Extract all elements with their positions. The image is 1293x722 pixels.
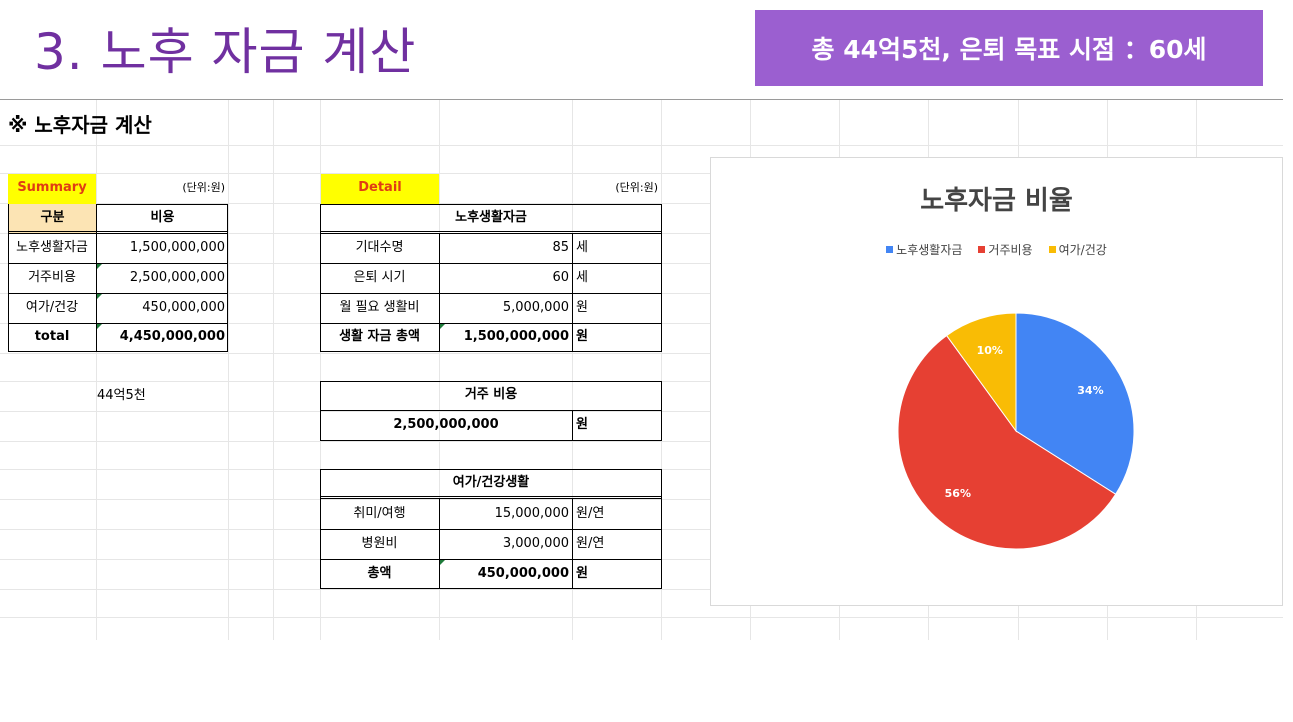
summary-label: Summary (8, 174, 96, 204)
leisure-row-name: 병원비 (361, 536, 398, 551)
leisure-row-value: 3,000,000 (502, 536, 569, 551)
summary-row-name: 노후생활자금 (16, 240, 88, 255)
pie-data-label: 10% (977, 344, 1003, 357)
living-total-value: 1,500,000,000 (463, 329, 569, 344)
pie-slice-여가/건강 (945, 312, 1017, 433)
legend-label: 거주비용 (988, 243, 1033, 257)
living-row-value: 85 (552, 240, 569, 255)
pie-data-label: 56% (945, 487, 971, 500)
leisure-title: 여가/건강생활 (452, 475, 530, 490)
housing-table (320, 381, 662, 441)
summary-header-category: 구분 (9, 204, 96, 234)
living-total-name: 생활 자금 총액 (339, 329, 420, 344)
pie-slice-거주비용 (897, 334, 1117, 550)
summary-row-value: 2,500,000,000 (129, 270, 225, 285)
chart-title: 노후자금 비율 (920, 186, 1073, 216)
summary-table (8, 204, 228, 352)
housing-title: 거주 비용 (464, 387, 518, 402)
leisure-total-unit: 원 (576, 566, 588, 581)
living-row-unit: 세 (576, 270, 588, 285)
pie-slice-노후생활자금 (1015, 312, 1135, 495)
living-row-value: 5,000,000 (502, 300, 569, 315)
legend-label: 여가/건강 (1058, 243, 1107, 257)
leisure-row-name: 취미/여행 (353, 506, 406, 521)
living-row-name: 은퇴 시기 (353, 270, 406, 285)
leisure-row-value: 15,000,000 (494, 506, 569, 521)
pie-chart: 34% 56% 10% (897, 312, 1135, 550)
legend-item: 거주비용 (978, 241, 1033, 258)
legend-swatch (1048, 246, 1056, 253)
chart-legend: 노후생활자금 거주비용 여가/건강 (711, 241, 1282, 258)
summary-row-value: 1,500,000,000 (129, 240, 225, 255)
slide-title: 3. 노후 자금 계산 (34, 23, 417, 81)
legend-swatch (978, 246, 986, 253)
summary-row-name: 거주비용 (28, 270, 76, 285)
leisure-row-unit: 원/연 (576, 506, 605, 521)
living-row-name: 월 필요 생활비 (339, 300, 420, 315)
leisure-total-name: 총액 (367, 566, 392, 581)
living-title: 노후생활자금 (455, 210, 527, 225)
living-total-unit: 원 (576, 329, 588, 344)
leisure-total-value: 450,000,000 (477, 566, 569, 581)
summary-header-cost: 비용 (150, 210, 175, 225)
summary-note: 44억5천 (97, 388, 146, 403)
leisure-row-unit: 원/연 (576, 536, 605, 551)
legend-label: 노후생활자금 (896, 243, 963, 257)
living-row-unit: 세 (576, 240, 588, 255)
sheet-heading: ※ 노후자금 계산 (8, 113, 152, 137)
housing-unit: 원 (576, 417, 588, 432)
pie-data-label: 34% (1077, 384, 1103, 397)
living-row-name: 기대수명 (355, 240, 404, 255)
living-row-value: 60 (552, 270, 569, 285)
living-row-unit: 원 (576, 300, 588, 315)
living-table (320, 204, 662, 352)
summary-unit: (단위:원) (182, 181, 225, 194)
legend-item: 노후생활자금 (886, 241, 962, 258)
pie-chart-panel[interactable]: 노후자금 비율 노후생활자금 거주비용 여가/건강 34% 56% 10% (710, 157, 1283, 606)
detail-label: Detail (321, 174, 439, 204)
summary-total-name: total (34, 329, 70, 344)
legend-swatch (886, 246, 894, 253)
detail-unit: (단위:원) (615, 181, 658, 194)
spreadsheet: ※ 노후자금 계산 Summary (단위:원) 구분 비용 노후생활자금 1,… (0, 100, 1283, 640)
summary-row-name: 여가/건강 (25, 300, 79, 315)
housing-value: 2,500,000,000 (393, 417, 499, 432)
summary-total-value: 4,450,000,000 (119, 329, 225, 344)
title-divider (0, 99, 1283, 100)
legend-item: 여가/건강 (1048, 241, 1107, 258)
summary-row-value: 450,000,000 (142, 300, 225, 315)
summary-badge: 총 44억5천, 은퇴 목표 시점 ：60세 (755, 10, 1263, 86)
